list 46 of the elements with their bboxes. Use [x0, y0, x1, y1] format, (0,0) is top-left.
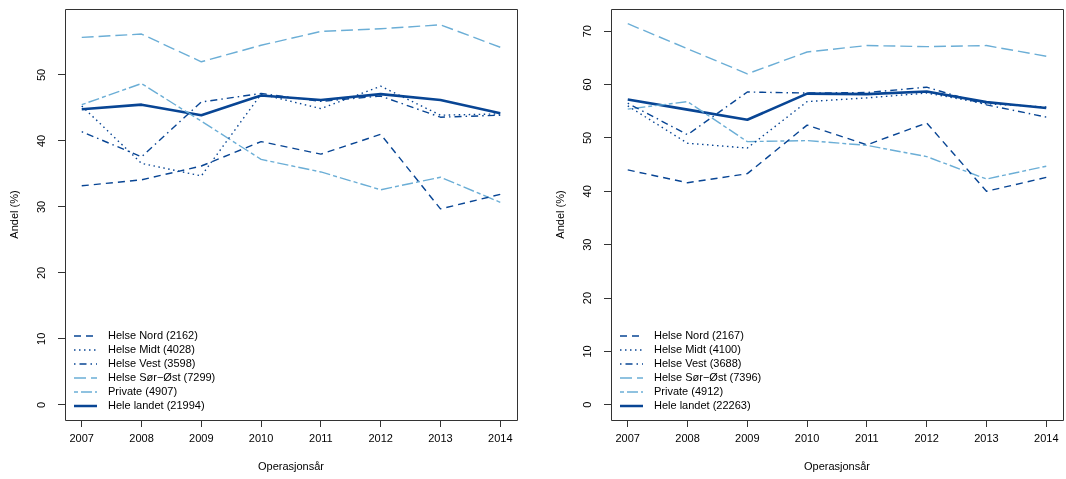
x-tick-label: 2013 [974, 431, 999, 444]
x-tick-label: 2012 [368, 431, 393, 444]
legend-label: Helse Nord (2167) [654, 329, 744, 342]
x-tick-label: 2007 [69, 431, 94, 444]
x-tick-label: 2008 [129, 431, 154, 444]
y-tick-label: 60 [580, 78, 593, 91]
y-tick-label: 40 [580, 185, 593, 198]
y-tick-label: 30 [34, 200, 47, 214]
y-tick-label: 40 [34, 134, 47, 148]
y-tick-label: 70 [580, 25, 593, 38]
y-tick-label: 50 [580, 131, 593, 145]
x-tick-label: 2014 [1034, 431, 1059, 444]
legend-label: Helse Nord (2162) [108, 329, 198, 342]
y-axis-title: Andel (%) [7, 190, 20, 239]
x-tick-label: 2009 [189, 431, 214, 444]
legend-label: Helse Vest (3688) [654, 357, 742, 370]
legend-label: Private (4907) [108, 385, 178, 398]
x-tick-label: 2008 [675, 431, 700, 444]
y-tick-label: 30 [580, 238, 593, 251]
legend-label: Helse Sør−Øst (7299) [108, 371, 216, 384]
legend-label: Private (4912) [654, 385, 724, 398]
legend-label: Helse Vest (3598) [108, 357, 196, 370]
legend-label: Hele landet (22263) [654, 399, 751, 412]
x-tick-label: 2007 [615, 431, 640, 444]
x-tick-label: 2014 [488, 431, 513, 444]
y-tick-label: 20 [580, 291, 593, 305]
x-tick-label: 2012 [914, 431, 939, 444]
y-tick-label: 20 [34, 266, 47, 280]
x-axis-title: Operasjonsår [257, 460, 325, 473]
x-tick-label: 2013 [428, 431, 453, 444]
x-tick-label: 2011 [855, 431, 879, 444]
legend-label: Hele landet (21994) [108, 399, 205, 412]
y-tick-label: 0 [580, 401, 593, 408]
y-tick-label: 10 [580, 345, 593, 358]
y-axis-title: Andel (%) [553, 190, 566, 239]
x-tick-label: 2009 [735, 431, 760, 444]
y-tick-label: 50 [34, 68, 47, 82]
legend-label: Helse Midt (4100) [654, 343, 741, 356]
legend-label: Helse Midt (4028) [108, 343, 195, 356]
x-tick-label: 2010 [794, 431, 820, 444]
x-tick-label: 2010 [248, 431, 274, 444]
x-tick-label: 2011 [309, 431, 333, 444]
x-axis-title: Operasjonsår [803, 460, 871, 473]
legend-label: Helse Sør−Øst (7396) [654, 371, 762, 384]
y-tick-label: 10 [34, 332, 47, 345]
y-tick-label: 0 [34, 401, 47, 408]
